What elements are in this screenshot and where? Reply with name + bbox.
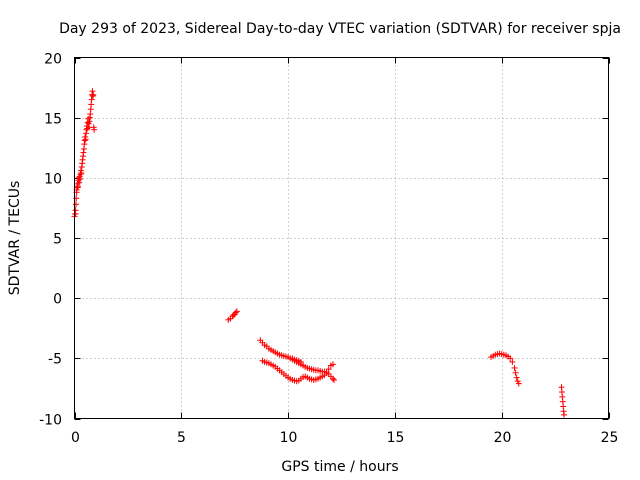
y-axis-label: SDTVAR / TECUs [7,181,23,296]
data-point [509,358,516,365]
data-point [507,355,514,362]
data-point [72,201,79,208]
y-tick-label: 5 [53,232,62,248]
y-tick-label: 0 [53,292,62,308]
data-point [82,136,89,143]
data-point [91,126,98,133]
data-point [329,375,336,382]
x-axis-label: GPS time / hours [281,459,398,475]
data-point [74,184,81,191]
y-tick-label: -5 [48,352,62,368]
y-tick-label: 10 [44,172,62,188]
y-tick-label: -10 [39,413,62,429]
data-point [72,210,79,217]
plot-frame [74,57,609,419]
grid-lines [74,57,609,419]
y-tick-label: 15 [44,112,62,128]
data-point [515,380,522,387]
x-tick-label: 10 [280,430,298,446]
data-point [329,361,336,368]
chart-title: Day 293 of 2023, Sidereal Day-to-day VTE… [59,21,621,37]
axes: 0 5 10 15 20 25 -10 -5 0 5 10 15 20 [39,52,618,447]
data-point [297,358,304,365]
data-point [323,369,330,376]
data-point [78,170,85,177]
y-tick-label: 20 [44,52,62,68]
data-point [76,179,83,186]
data-point [561,411,568,418]
data-point [325,366,332,373]
data-point [331,376,338,383]
x-tick-label: 25 [601,430,619,446]
data-point [232,309,239,316]
data-points [71,88,568,418]
data-point [512,369,519,376]
data-point [511,364,518,371]
x-tick-label: 5 [177,430,186,446]
data-point [513,374,520,381]
data-point [233,308,240,315]
data-point [90,91,97,98]
x-tick-label: 15 [387,430,405,446]
x-tick-label: 0 [71,430,80,446]
x-tick-label: 20 [494,430,512,446]
